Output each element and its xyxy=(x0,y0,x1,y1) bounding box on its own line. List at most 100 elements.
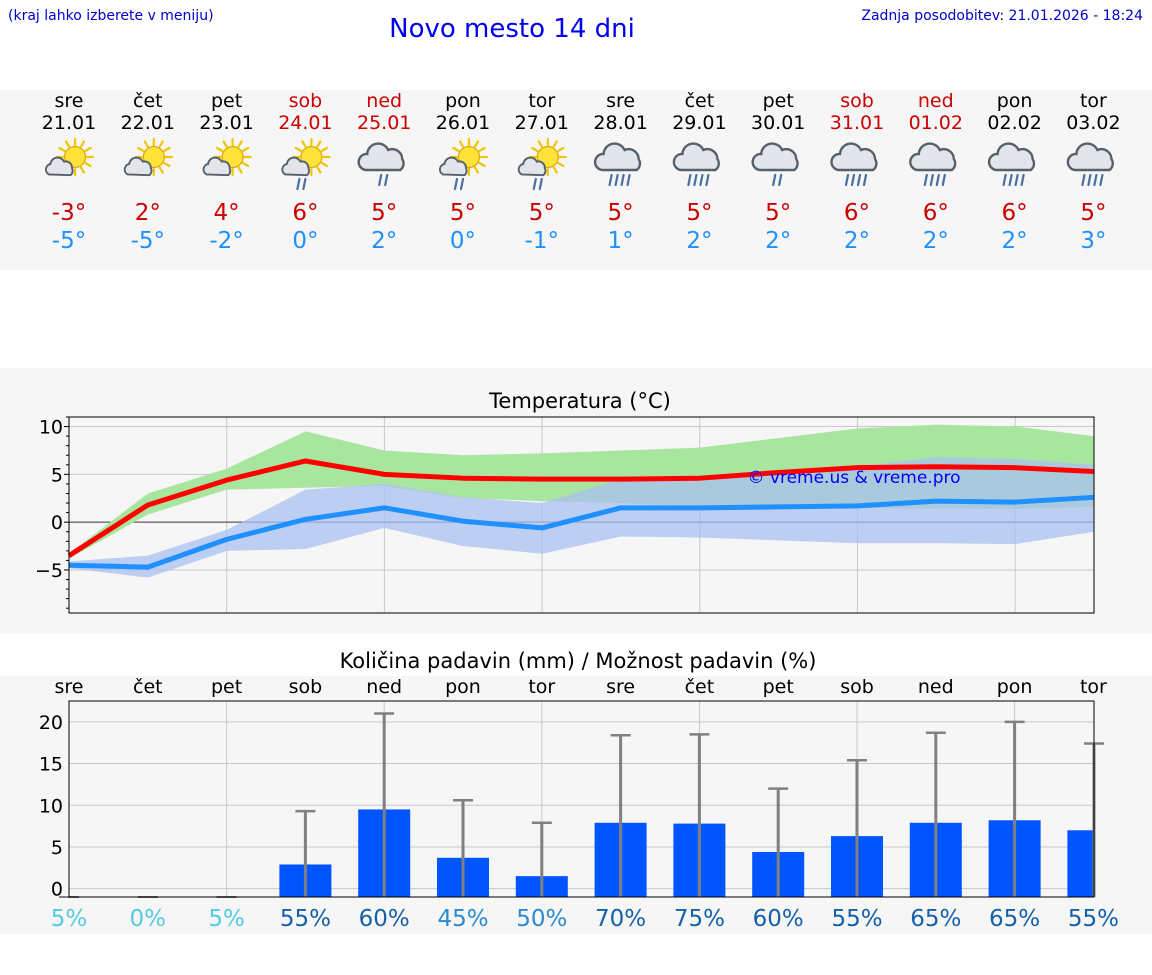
sun-ray xyxy=(237,166,243,174)
cloud-heavy-rain-icon xyxy=(987,142,1036,187)
temp-max: -3° xyxy=(52,200,86,226)
y-tick-label: 10 xyxy=(39,795,63,817)
temp-min: -5° xyxy=(52,228,86,254)
sun-ray xyxy=(301,140,307,148)
sun-ray xyxy=(84,146,92,153)
precip-bar xyxy=(1067,830,1094,897)
sun-ray xyxy=(478,146,486,153)
category-label: čet xyxy=(685,676,715,698)
sun-ray xyxy=(241,161,250,168)
category-label: sob xyxy=(840,676,874,698)
sun-ray xyxy=(552,166,558,174)
rain-drop xyxy=(693,173,698,187)
cloud-heavy-rain-icon xyxy=(909,142,957,187)
day-name: tor xyxy=(528,90,555,112)
sun-ray xyxy=(557,146,565,153)
rain-drop xyxy=(862,173,868,187)
y-tick-label: 5 xyxy=(51,837,63,859)
category-label: ned xyxy=(918,676,954,698)
day-date: 01.02 xyxy=(909,112,963,134)
rain-drop xyxy=(459,177,465,191)
day-name: sob xyxy=(840,90,874,112)
rain-drop xyxy=(687,173,692,187)
rain-drop xyxy=(929,173,934,187)
rain-drop xyxy=(296,177,301,191)
rain-drop xyxy=(1014,173,1019,187)
rain-drop xyxy=(626,173,631,187)
cloud-body xyxy=(357,142,405,172)
temp-max: 5° xyxy=(686,200,712,226)
category-label: sre xyxy=(606,676,635,698)
sun-cloud-icon xyxy=(123,137,173,177)
day-date: 27.01 xyxy=(515,112,569,134)
sun-ray xyxy=(137,146,145,153)
day-date: 21.01 xyxy=(42,112,96,134)
category-label: sob xyxy=(289,676,323,698)
rain-drop xyxy=(1099,173,1104,187)
cloud-shape xyxy=(909,142,957,172)
sun-ray xyxy=(316,166,322,174)
sun-ray xyxy=(241,146,250,153)
rain-drop xyxy=(302,177,307,191)
sun-ray xyxy=(316,140,322,148)
day-date: 29.01 xyxy=(672,112,726,134)
category-label: tor xyxy=(528,676,555,698)
cloud-body xyxy=(672,142,720,172)
rain-drop xyxy=(614,173,619,187)
sun-ray xyxy=(473,166,480,174)
rain-drop xyxy=(935,173,940,187)
cloud-shape xyxy=(357,142,405,172)
cloud-rain-icon xyxy=(751,142,799,187)
chart-title: Temperatura (°C) xyxy=(488,389,671,413)
category-label: pet xyxy=(763,676,794,698)
last-updated: Zadnja posodobitev: 21.01.2026 - 18:24 xyxy=(861,8,1143,24)
sun-ray xyxy=(557,161,565,168)
cloud-body xyxy=(830,142,878,172)
temp-max: 5° xyxy=(371,200,397,226)
sun-ray xyxy=(537,140,543,148)
cloud-body xyxy=(44,156,74,177)
rain-drop xyxy=(378,173,383,187)
temp-max: 6° xyxy=(1002,200,1028,226)
temp-max: 6° xyxy=(844,200,870,226)
day-date: 30.01 xyxy=(751,112,805,134)
sun-ray xyxy=(222,140,228,148)
sun-ray xyxy=(320,146,329,153)
rain-drop xyxy=(532,177,537,191)
cloud-body xyxy=(593,142,642,172)
rain-drop xyxy=(778,173,783,187)
cloud-rain-icon xyxy=(357,142,405,187)
cloud-shape xyxy=(517,156,547,177)
cloud-body xyxy=(517,156,547,177)
precip-probability: 65% xyxy=(910,906,961,932)
location-hint[interactable]: (kraj lahko izberete v meniju) xyxy=(8,8,214,24)
temp-min: -2° xyxy=(209,228,243,254)
sun-ray xyxy=(531,146,539,153)
cloud-shape xyxy=(593,142,642,172)
precip-probability: 60% xyxy=(753,906,804,932)
day-name: sre xyxy=(55,90,84,112)
sun-ray xyxy=(458,140,465,148)
category-label: pet xyxy=(211,676,242,698)
rain-drop xyxy=(772,173,777,187)
precip-probability: 0% xyxy=(130,906,167,932)
day-date: 22.01 xyxy=(121,112,175,134)
precip-probability: 5% xyxy=(51,906,88,932)
temp-max: 5° xyxy=(1080,200,1106,226)
category-label: pon xyxy=(997,676,1033,698)
sun-ray xyxy=(163,146,171,153)
cloud-shape xyxy=(830,142,878,172)
temp-min: 1° xyxy=(608,228,634,254)
precip-probability: 5% xyxy=(208,906,245,932)
y-tick-label: 15 xyxy=(39,754,63,776)
y-tick-label: 5 xyxy=(51,464,63,486)
temp-min: 2° xyxy=(923,228,949,254)
y-tick-label: 10 xyxy=(39,417,63,439)
precip-probability: 55% xyxy=(831,906,882,932)
cloud-shape xyxy=(281,156,311,177)
cloud-heavy-rain-icon xyxy=(830,142,878,187)
temp-min: 2° xyxy=(686,228,712,254)
rain-drop xyxy=(941,173,946,187)
daily-forecast-strip: sre21.01-3°-5°čet22.012°-5°pet23.014°-2°… xyxy=(42,90,1121,254)
day-date: 02.02 xyxy=(987,112,1041,134)
